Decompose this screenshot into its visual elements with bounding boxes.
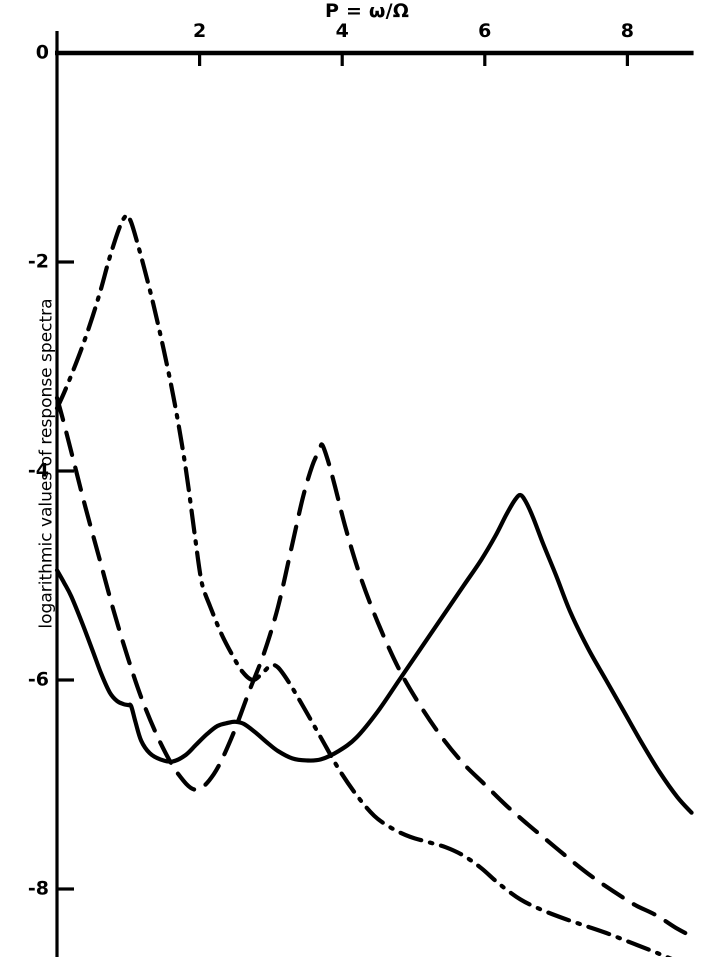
x-tick-label-4: 4 <box>335 20 349 42</box>
y-tick-label--2: -2 <box>27 250 49 273</box>
x-tick-label-2: 2 <box>192 20 207 42</box>
y-tick-label-0: 0 <box>35 41 49 64</box>
x-axis-title: P = ω/Ω <box>325 0 410 22</box>
x-tick-label-6: 6 <box>478 20 492 42</box>
y-tick-label--8: -8 <box>27 877 49 900</box>
dash-dot-curve <box>54 212 673 957</box>
y-tick-label--6: -6 <box>27 668 49 691</box>
axes <box>55 31 694 957</box>
x-tick-label-8: 8 <box>620 20 635 42</box>
y-tick-label--4: -4 <box>27 459 49 482</box>
dashed-curve <box>54 395 694 939</box>
curves <box>54 212 694 957</box>
solid-curve <box>54 492 694 815</box>
